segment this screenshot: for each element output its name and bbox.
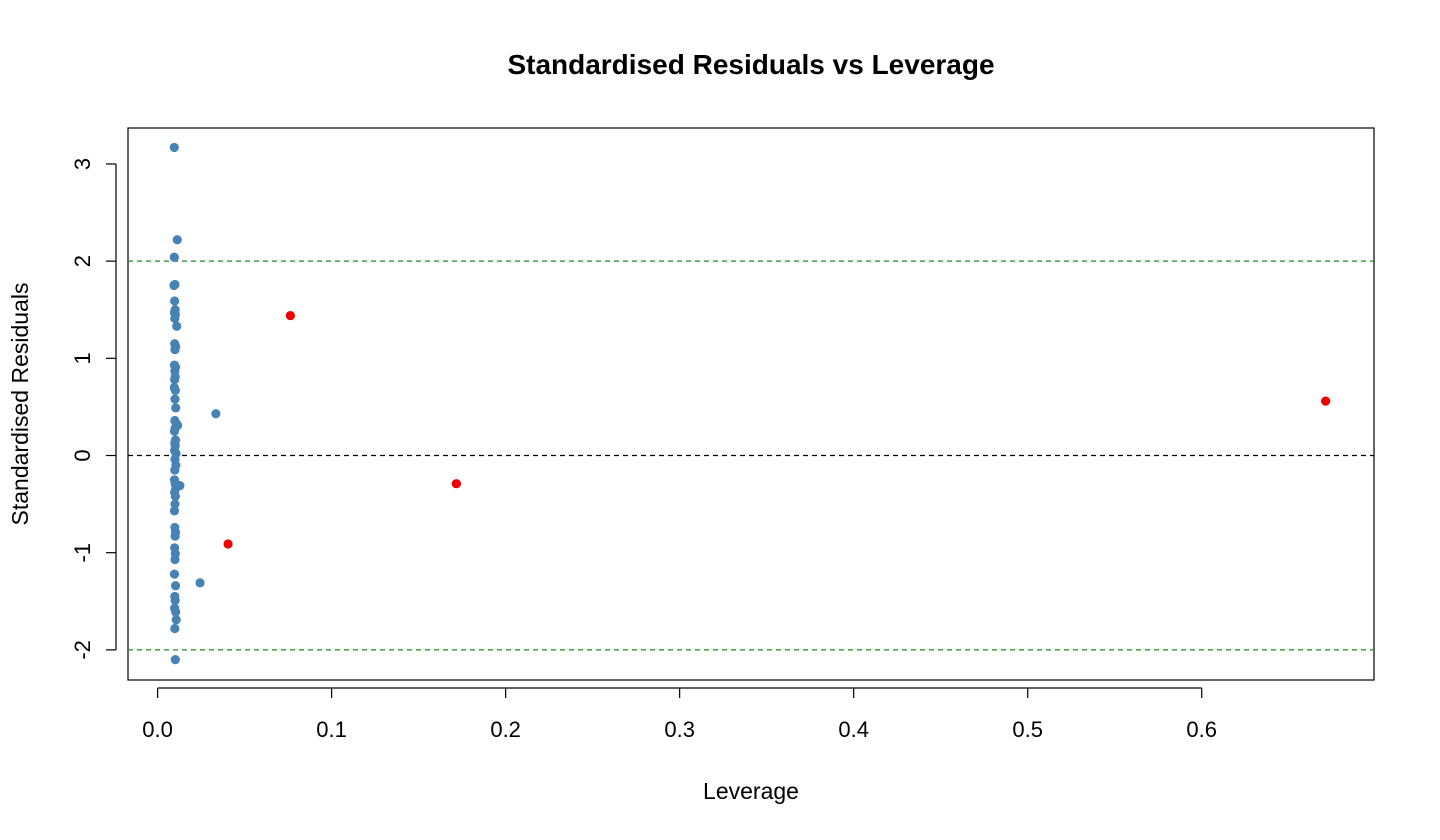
y-axis-label: Standardised Residuals xyxy=(7,283,33,526)
plot-frame xyxy=(127,127,1375,681)
data-point-s0-2 xyxy=(169,252,179,262)
data-point-s1-0 xyxy=(285,310,295,321)
data-point-s0-36 xyxy=(170,465,180,475)
data-point-s0-9 xyxy=(170,313,180,324)
data-point-s0-22 xyxy=(171,403,181,413)
x-tick-label-6: 0.6 xyxy=(1186,717,1217,742)
data-point-s0-0 xyxy=(169,142,179,153)
x-tick-label-0: 0.0 xyxy=(142,717,173,742)
data-point-s1-2 xyxy=(451,479,461,489)
data-point-s0-20 xyxy=(170,385,180,395)
x-tick-label-4: 0.4 xyxy=(838,717,869,742)
y-tick-label-0: -2 xyxy=(70,640,95,660)
x-axis-label: Leverage xyxy=(703,778,799,804)
data-point-s1-1 xyxy=(223,539,233,549)
data-point-s0-59 xyxy=(170,623,180,634)
data-point-s1-3 xyxy=(1321,396,1331,406)
data-point-s0-50 xyxy=(170,554,180,565)
data-point-s0-60 xyxy=(170,654,180,665)
y-tick-label-3: 1 xyxy=(70,352,95,364)
data-point-s0-18 xyxy=(170,375,180,385)
x-tick-label-3: 0.3 xyxy=(664,717,695,742)
plot-area: 0.0 0.1 0.2 0.3 0.4 0.5 0.6 -2 -1 0 1 2 3 xyxy=(70,127,1375,742)
data-point-s0-23 xyxy=(211,409,221,419)
data-point-s0-47 xyxy=(170,531,180,541)
data-point-s0-52 xyxy=(195,578,205,588)
x-tick-label-1: 0.1 xyxy=(316,717,347,742)
data-point-s0-4 xyxy=(169,280,179,291)
data-point-s0-5 xyxy=(170,296,180,306)
y-tick-label-5: 3 xyxy=(70,158,95,170)
data-point-s0-10 xyxy=(172,321,182,331)
data-point-s0-58 xyxy=(171,615,181,625)
data-point-s0-42 xyxy=(170,491,180,501)
y-tick-label-1: -1 xyxy=(70,543,95,563)
data-point-s0-51 xyxy=(169,569,180,579)
chart-title: Standardised Residuals vs Leverage xyxy=(507,49,994,80)
data-point-s0-21 xyxy=(170,394,180,404)
y-tick-label-2: 0 xyxy=(70,449,95,461)
data-point-s0-44 xyxy=(169,506,180,516)
data-point-s0-43 xyxy=(170,499,180,509)
data-point-s0-53 xyxy=(170,581,181,591)
data-point-s0-1 xyxy=(172,235,182,245)
data-point-s0-13 xyxy=(170,344,180,355)
y-tick-label-4: 2 xyxy=(70,255,95,267)
data-point-s0-55 xyxy=(170,595,180,605)
data-point-s0-28 xyxy=(169,426,180,436)
x-tick-label-2: 0.2 xyxy=(490,717,521,742)
data-point-s0-57 xyxy=(171,607,181,617)
x-tick-label-5: 0.5 xyxy=(1012,717,1043,742)
